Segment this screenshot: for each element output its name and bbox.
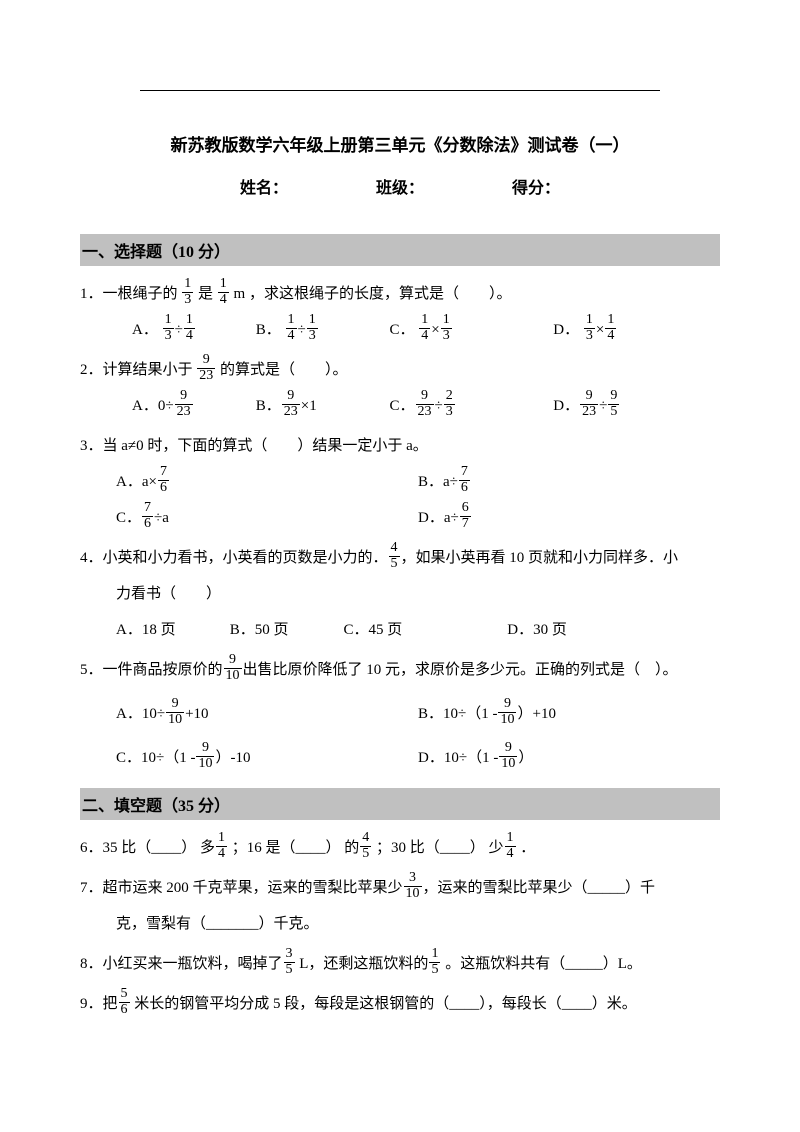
- q1-choice-b: B． 14÷13: [256, 312, 386, 348]
- q2-text: 2．计算结果小于 923 的算式是（ ）。: [80, 362, 348, 378]
- q5-choice-d: D．10÷（1 -910）: [418, 740, 720, 776]
- q5-choice-b: B．10÷（1 -910）+10: [418, 696, 720, 732]
- question-5: 5．一件商品按原价的910出售比原价降低了 10 元，求原价是多少元。正确的列式…: [80, 652, 720, 776]
- q1-choice-a: A． 13÷14: [132, 312, 252, 348]
- q2-choice-b: B．923×1: [256, 388, 386, 424]
- question-6: 6．35 比（____） 多14 ；16 是（____） 的45 ；30 比（_…: [80, 830, 720, 866]
- q4-line1: 4．小英和小力看书，小英看的页数是小力的．45，如果小英再看 10 页就和小力同…: [80, 540, 720, 576]
- q5-choice-c: C．10÷（1 -910）-10: [116, 740, 418, 776]
- section-1-header: 一、选择题（10 分）: [80, 234, 720, 266]
- top-rule: [140, 90, 660, 91]
- q5-row1: A．10÷910+10 B．10÷（1 -910）+10: [80, 696, 720, 732]
- q1-mid2: m ，求这根绳子的长度，算式是（ ）。: [234, 286, 512, 302]
- question-1: 1．一根绳子的 13 是 14 m ，求这根绳子的长度，算式是（ ）。 A． 1…: [80, 276, 720, 348]
- question-2: 2．计算结果小于 923 的算式是（ ）。 A．0÷923 B．923×1 C．…: [80, 352, 720, 424]
- q5-text: 5．一件商品按原价的910出售比原价降低了 10 元，求原价是多少元。正确的列式…: [80, 652, 720, 688]
- q2-choice-c: C．923÷23: [390, 388, 550, 424]
- q4-line2: 力看书（ ）: [80, 576, 720, 612]
- q3-choice-d: D．a÷67: [418, 500, 720, 536]
- q4-choice-d: D．30 页: [507, 612, 567, 648]
- question-7: 7．超市运来 200 千克苹果，运来的雪梨比苹果少310，运来的雪梨比苹果少（_…: [80, 870, 720, 942]
- q3-choice-b: B．a÷76: [418, 464, 720, 500]
- question-8: 8．小红买来一瓶饮料，喝掉了35 L，还剩这瓶饮料的15 。这瓶饮料共有（___…: [80, 946, 720, 982]
- q1-choices: A． 13÷14 B． 14÷13 C． 14×13 D． 13×14: [80, 312, 720, 348]
- q1-choice-d: D． 13×14: [553, 312, 617, 348]
- q3-choice-a: A．a×76: [116, 464, 418, 500]
- question-4: 4．小英和小力看书，小英看的页数是小力的．45，如果小英再看 10 页就和小力同…: [80, 540, 720, 648]
- frac-1-3: 13: [182, 277, 193, 307]
- q3-choice-c: C．76÷a: [116, 500, 418, 536]
- q3-row1: A．a×76 B．a÷76: [80, 464, 720, 500]
- q4-choice-b: B．50 页: [230, 612, 340, 648]
- q2-choice-a: A．0÷923: [132, 388, 252, 424]
- frac-9-23: 923: [197, 353, 215, 383]
- q3-text: 3．当 a≠0 时，下面的算式（ ）结果一定小于 a。: [80, 428, 720, 464]
- q5-choice-a: A．10÷910+10: [116, 696, 418, 732]
- q3-row2: C．76÷a D．a÷67: [80, 500, 720, 536]
- q1-pre: 1．一根绳子的: [80, 286, 178, 302]
- q1-mid1: 是: [198, 286, 213, 302]
- q5-row2: C．10÷（1 -910）-10 D．10÷（1 -910）: [80, 740, 720, 776]
- question-9: 9．把56 米长的钢管平均分成 5 段，每段是这根钢管的（____），每段长（_…: [80, 986, 720, 1022]
- section-2-header: 二、填空题（35 分）: [80, 788, 720, 820]
- frac-1-4: 14: [218, 277, 229, 307]
- page-title: 新苏教版数学六年级上册第三单元《分数除法》测试卷（一）: [80, 131, 720, 156]
- q2-choice-d: D．923÷95: [553, 388, 620, 424]
- q1-choice-c: C． 14×13: [390, 312, 550, 348]
- question-3: 3．当 a≠0 时，下面的算式（ ）结果一定小于 a。 A．a×76 B．a÷7…: [80, 428, 720, 536]
- name-label: 姓名：: [240, 174, 288, 198]
- meta-row: 姓名： 班级： 得分：: [80, 174, 720, 198]
- q4-choice-a: A．18 页: [116, 612, 226, 648]
- q4-choice-c: C．45 页: [344, 612, 504, 648]
- q2-choices: A．0÷923 B．923×1 C．923÷23 D．923÷95: [80, 388, 720, 424]
- class-label: 班级：: [376, 174, 424, 198]
- q7-line2: 克，雪梨有（_______）千克。: [80, 906, 720, 942]
- score-label: 得分：: [512, 174, 560, 198]
- q1-text: 1．一根绳子的 13 是 14 m ，求这根绳子的长度，算式是（ ）。: [80, 286, 511, 302]
- q4-choices: A．18 页 B．50 页 C．45 页 D．30 页: [80, 612, 720, 648]
